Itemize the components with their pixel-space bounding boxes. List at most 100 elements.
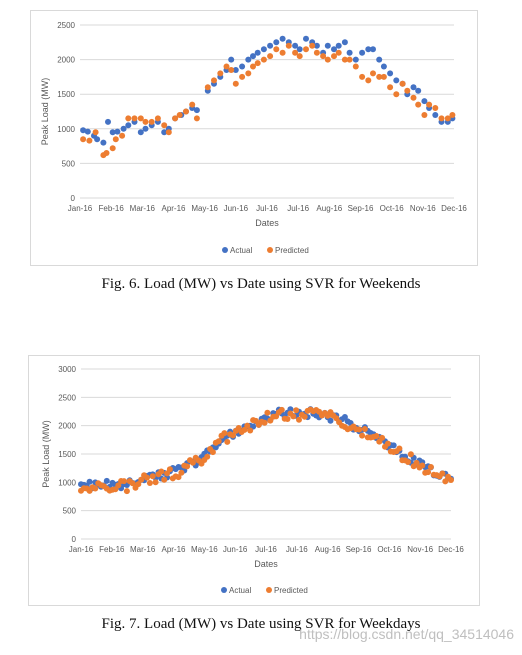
data-point — [144, 474, 150, 481]
data-point — [292, 42, 299, 49]
data-point — [384, 440, 391, 447]
x-axis-title: Dates — [255, 218, 279, 228]
data-point — [228, 67, 235, 73]
data-point — [309, 42, 316, 49]
data-point — [278, 406, 285, 413]
data-point — [260, 56, 267, 63]
data-point — [125, 115, 132, 122]
data-point — [100, 139, 107, 146]
y-tick-label: 500 — [62, 159, 76, 168]
data-point — [131, 115, 138, 122]
data-point — [356, 426, 363, 433]
chart-weekends-svg: 0 500 1000 1500 2000 2500 Jan-16 Feb-16 Mar-16 Ap… — [40, 21, 467, 255]
x-tick-label: Jul-16 — [286, 545, 308, 554]
data-point — [239, 73, 246, 80]
data-point — [260, 46, 267, 53]
data-point — [254, 49, 261, 56]
data-point — [396, 445, 403, 452]
x-tick-label: Sep-16 — [346, 545, 372, 554]
legend-marker — [266, 587, 272, 593]
x-tick-label: Sep-16 — [348, 204, 374, 213]
data-point — [290, 413, 297, 420]
data-point — [292, 49, 299, 56]
data-point — [285, 42, 292, 49]
data-point — [204, 84, 211, 91]
data-point — [166, 466, 173, 473]
data-point — [376, 73, 383, 80]
data-point — [241, 426, 248, 433]
data-point — [419, 462, 426, 469]
x-tick-label: Jan-16 — [68, 204, 93, 213]
y-tick-label: 2500 — [57, 21, 75, 30]
data-point — [387, 70, 394, 77]
data-point — [293, 407, 300, 414]
data-point — [250, 53, 256, 60]
y-tick-label: 2000 — [58, 422, 76, 431]
data-point — [331, 46, 337, 53]
data-point — [327, 417, 334, 424]
y-tick-label: 2500 — [58, 393, 76, 402]
data-point — [84, 128, 91, 135]
data-point — [324, 56, 331, 63]
y-tick-label: 1500 — [58, 450, 76, 459]
data-point — [407, 451, 414, 458]
x-tick-label: May-16 — [191, 545, 218, 554]
data-point — [335, 49, 342, 56]
data-point — [359, 73, 366, 80]
y-tick-label: 1000 — [57, 125, 75, 134]
data-point — [123, 488, 130, 495]
watermark: https://blog.csdn.net/qq_34514046 — [299, 626, 514, 642]
data-point — [370, 70, 376, 77]
data-point — [193, 115, 200, 122]
data-point — [335, 42, 342, 49]
data-point — [209, 449, 216, 456]
data-point — [273, 46, 280, 53]
data-point — [346, 49, 353, 56]
data-point — [296, 416, 302, 423]
data-point — [341, 56, 348, 63]
data-point — [223, 63, 230, 70]
series-predicted — [80, 42, 456, 159]
x-axis-title: Dates — [254, 559, 278, 569]
data-point — [432, 112, 439, 118]
data-point — [379, 434, 386, 441]
data-point — [279, 35, 286, 42]
data-point — [120, 125, 127, 132]
data-point — [115, 482, 122, 489]
legend-label: Actual — [230, 246, 252, 255]
x-tick-label: Aug-16 — [315, 545, 341, 554]
legend-marker — [267, 247, 273, 253]
chart-weekdays: 0 500 1000 1500 2000 2500 3000 Jan-16 Feb-16 Mar-… — [28, 355, 480, 606]
x-tick-label: May-16 — [191, 204, 218, 213]
data-point — [264, 409, 271, 416]
data-point — [135, 481, 142, 488]
data-point — [405, 459, 411, 465]
data-point — [158, 468, 165, 475]
data-point — [415, 101, 422, 108]
data-point — [410, 94, 417, 101]
chart-weekends: 0 500 1000 1500 2000 2500 Jan-16 Feb-16 Mar-16 Ap… — [30, 10, 478, 266]
data-point — [393, 91, 400, 98]
data-point — [129, 480, 136, 487]
data-point — [232, 80, 239, 87]
data-point — [365, 77, 372, 84]
legend-label: Predicted — [274, 586, 308, 595]
x-tick-label: Jun-16 — [224, 204, 249, 213]
data-point — [103, 477, 110, 484]
y-axis-title: Peak Load (MW) — [40, 78, 50, 146]
data-point — [359, 49, 366, 56]
data-point — [80, 136, 87, 143]
x-tick-label: Nov-16 — [410, 204, 436, 213]
data-point — [149, 473, 156, 480]
y-tick-label: 3000 — [58, 365, 76, 374]
data-point — [154, 115, 161, 122]
y-tick-label: 0 — [72, 535, 77, 544]
data-point — [114, 128, 121, 135]
figure-caption-7: Fig. 7. Load (MW) vs Date using SVR for … — [101, 616, 421, 632]
data-point — [105, 118, 111, 125]
data-point — [361, 426, 368, 432]
x-tick-label: Feb-16 — [98, 204, 124, 213]
data-point — [387, 84, 394, 91]
data-point — [442, 478, 449, 485]
data-point — [161, 122, 168, 129]
